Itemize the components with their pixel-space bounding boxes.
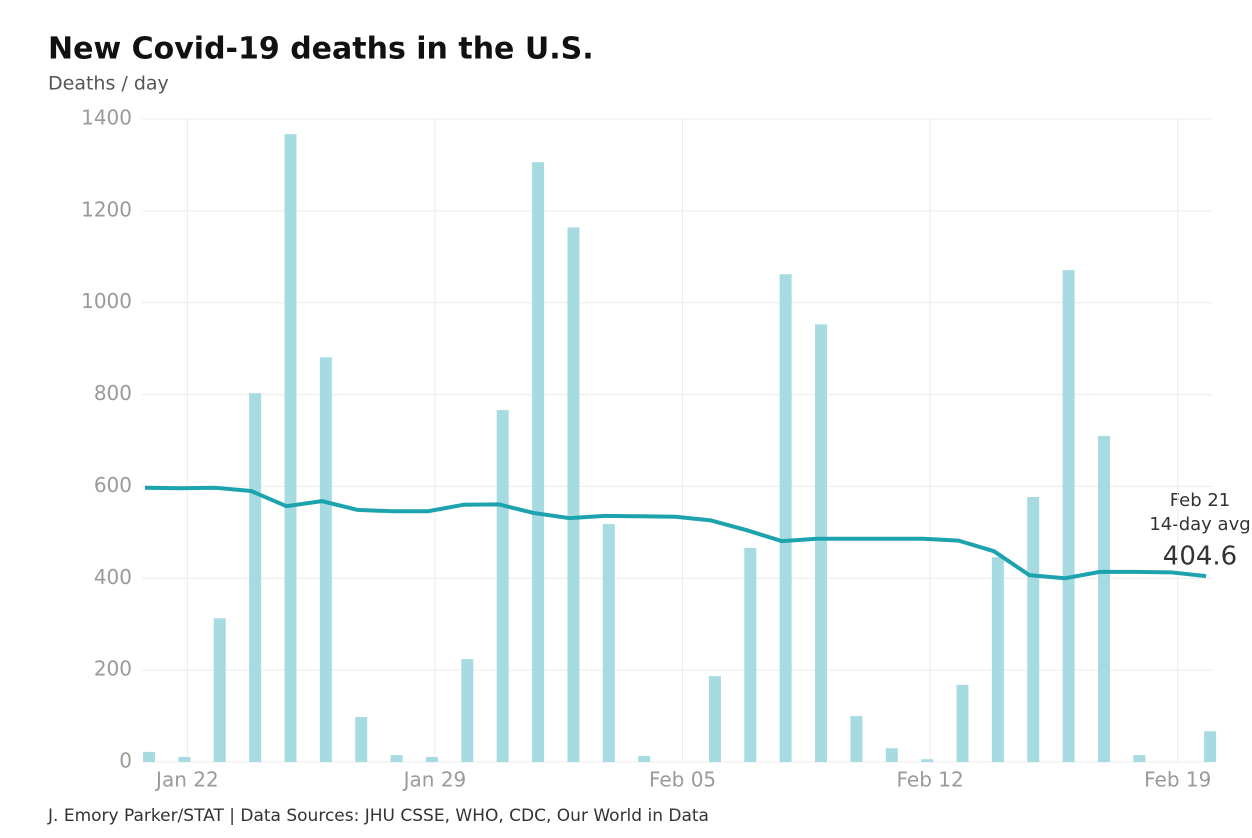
bar <box>708 676 721 762</box>
chart-subtitle: Deaths / day <box>48 73 169 95</box>
bar <box>815 324 828 762</box>
bar <box>1204 731 1217 762</box>
y-tick-label: 1000 <box>81 289 132 313</box>
y-tick-label: 200 <box>94 657 132 681</box>
bar <box>143 751 155 762</box>
line <box>144 485 1207 581</box>
source-note: J. Emory Parker/STAT | Data Sources: JHU… <box>47 806 709 826</box>
x-tick-label: Feb 05 <box>649 768 716 792</box>
bar <box>1133 755 1146 762</box>
chart-title: New Covid-19 deaths in the U.S. <box>48 32 594 67</box>
bar <box>1027 496 1040 762</box>
bar <box>319 357 332 762</box>
bar <box>850 716 863 762</box>
bar <box>779 274 792 762</box>
x-tick-label: Feb 12 <box>897 768 964 792</box>
bar <box>991 557 1004 762</box>
bar <box>249 393 262 762</box>
bar <box>744 547 757 762</box>
bar <box>885 748 898 762</box>
y-tick-label: 1200 <box>81 197 132 221</box>
bar <box>1097 435 1110 762</box>
y-tick-label: 600 <box>94 473 132 497</box>
bar <box>178 756 191 762</box>
bar <box>496 410 509 762</box>
bar <box>921 759 934 762</box>
x-tick-label: Jan 22 <box>154 768 219 792</box>
y-tick-label: 0 <box>119 749 132 773</box>
y-tick-label: 800 <box>94 381 132 405</box>
y-tick-label: 400 <box>94 565 132 589</box>
bar <box>213 618 226 762</box>
bar <box>355 716 368 762</box>
bar <box>567 227 580 763</box>
bar <box>602 524 615 762</box>
bar <box>390 755 403 762</box>
bar <box>956 684 969 762</box>
bar <box>461 659 474 762</box>
bar <box>638 756 651 762</box>
bar <box>284 134 297 762</box>
bar <box>425 756 438 762</box>
annotation-value: 404.6 <box>1163 542 1237 572</box>
annotation-date: Feb 21 <box>1170 490 1231 511</box>
annotation-label: 14-day avg <box>1149 514 1250 535</box>
y-tick-label: 1400 <box>81 106 132 130</box>
bar <box>532 162 545 762</box>
x-tick-label: Feb 19 <box>1144 768 1211 792</box>
x-tick-label: Jan 29 <box>402 768 467 792</box>
bar <box>1062 270 1075 762</box>
